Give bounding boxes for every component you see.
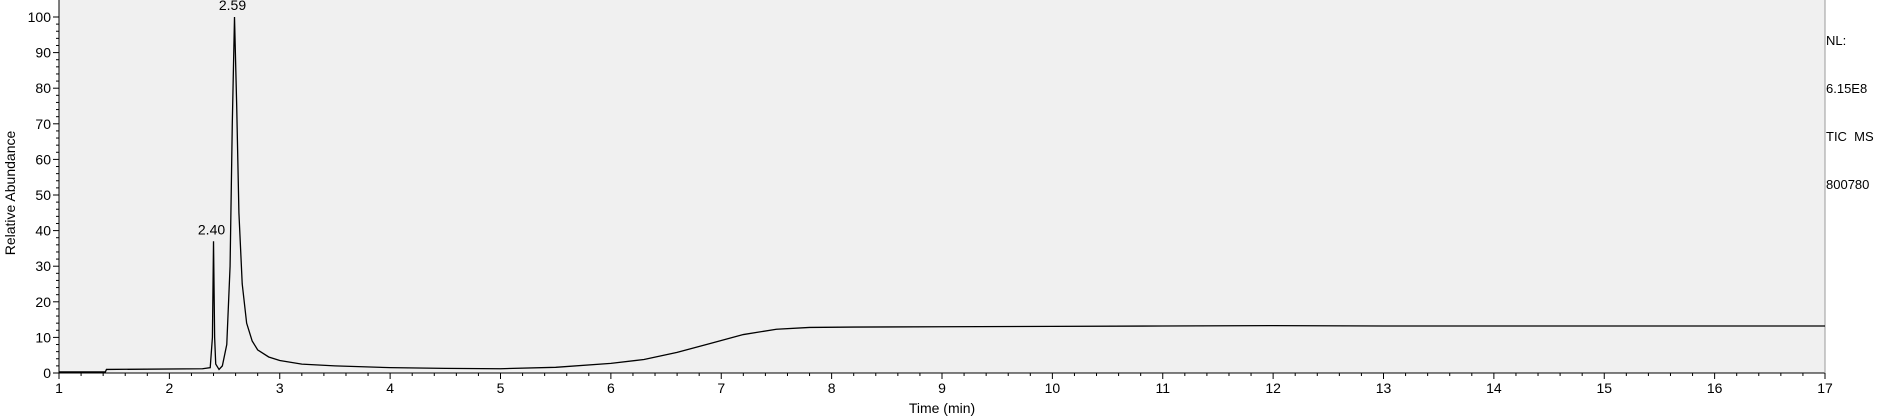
y-tick-label: 100 (28, 9, 52, 25)
info-scan-type: TIC MS (1826, 129, 1874, 144)
y-tick-label: 90 (35, 45, 51, 61)
y-tick-label: 0 (43, 365, 51, 381)
x-tick-label: 14 (1486, 380, 1502, 396)
y-tick-label: 30 (35, 258, 51, 274)
x-tick-label: 8 (828, 380, 836, 396)
y-tick-label: 10 (35, 329, 51, 345)
x-tick-label: 12 (1265, 380, 1281, 396)
y-tick-label: 20 (35, 294, 51, 310)
peak-label: 2.40 (198, 221, 225, 237)
y-tick-label: 50 (35, 187, 51, 203)
y-tick-label: 70 (35, 116, 51, 132)
x-tick-label: 10 (1045, 380, 1061, 396)
info-box: NL: 6.15E8 TIC MS 800780 (1826, 1, 1874, 209)
peak-annotations: 2.40 2.59 (198, 0, 246, 237)
x-tick-label: 1 (55, 380, 63, 396)
x-tick-label: 2 (165, 380, 173, 396)
info-file-id: 800780 (1826, 177, 1870, 192)
x-tick-label: 9 (938, 380, 946, 396)
x-tick-label: 5 (497, 380, 505, 396)
x-tick-label: 11 (1155, 380, 1170, 396)
x-tick-label: 6 (607, 380, 615, 396)
y-axis-title: Relative Abundance (2, 131, 18, 256)
y-tick-label: 80 (35, 80, 51, 96)
x-tick-label: 3 (276, 380, 284, 396)
y-tick-label: 60 (35, 151, 51, 167)
x-tick-label: 15 (1596, 380, 1612, 396)
tic-trace-line (59, 16, 1825, 373)
y-axis-ticks: 0 10 20 30 40 50 60 70 80 90 100 (28, 9, 59, 381)
x-tick-label: 16 (1707, 380, 1723, 396)
info-nl-value: 6.15E8 (1826, 81, 1868, 96)
x-tick-label: 4 (386, 380, 394, 396)
x-axis-ticks: 1 2 3 4 5 6 7 8 9 10 11 12 13 14 15 16 17 (55, 373, 1833, 396)
x-tick-label: 17 (1817, 380, 1833, 396)
plot-background (59, 0, 1825, 373)
x-tick-label: 7 (717, 380, 725, 396)
info-nl-label: NL: (1826, 33, 1847, 48)
x-axis-title: Time (min) (909, 400, 975, 416)
y-tick-label: 40 (35, 223, 51, 239)
peak-label: 2.59 (219, 0, 246, 13)
x-tick-label: 13 (1376, 380, 1392, 396)
